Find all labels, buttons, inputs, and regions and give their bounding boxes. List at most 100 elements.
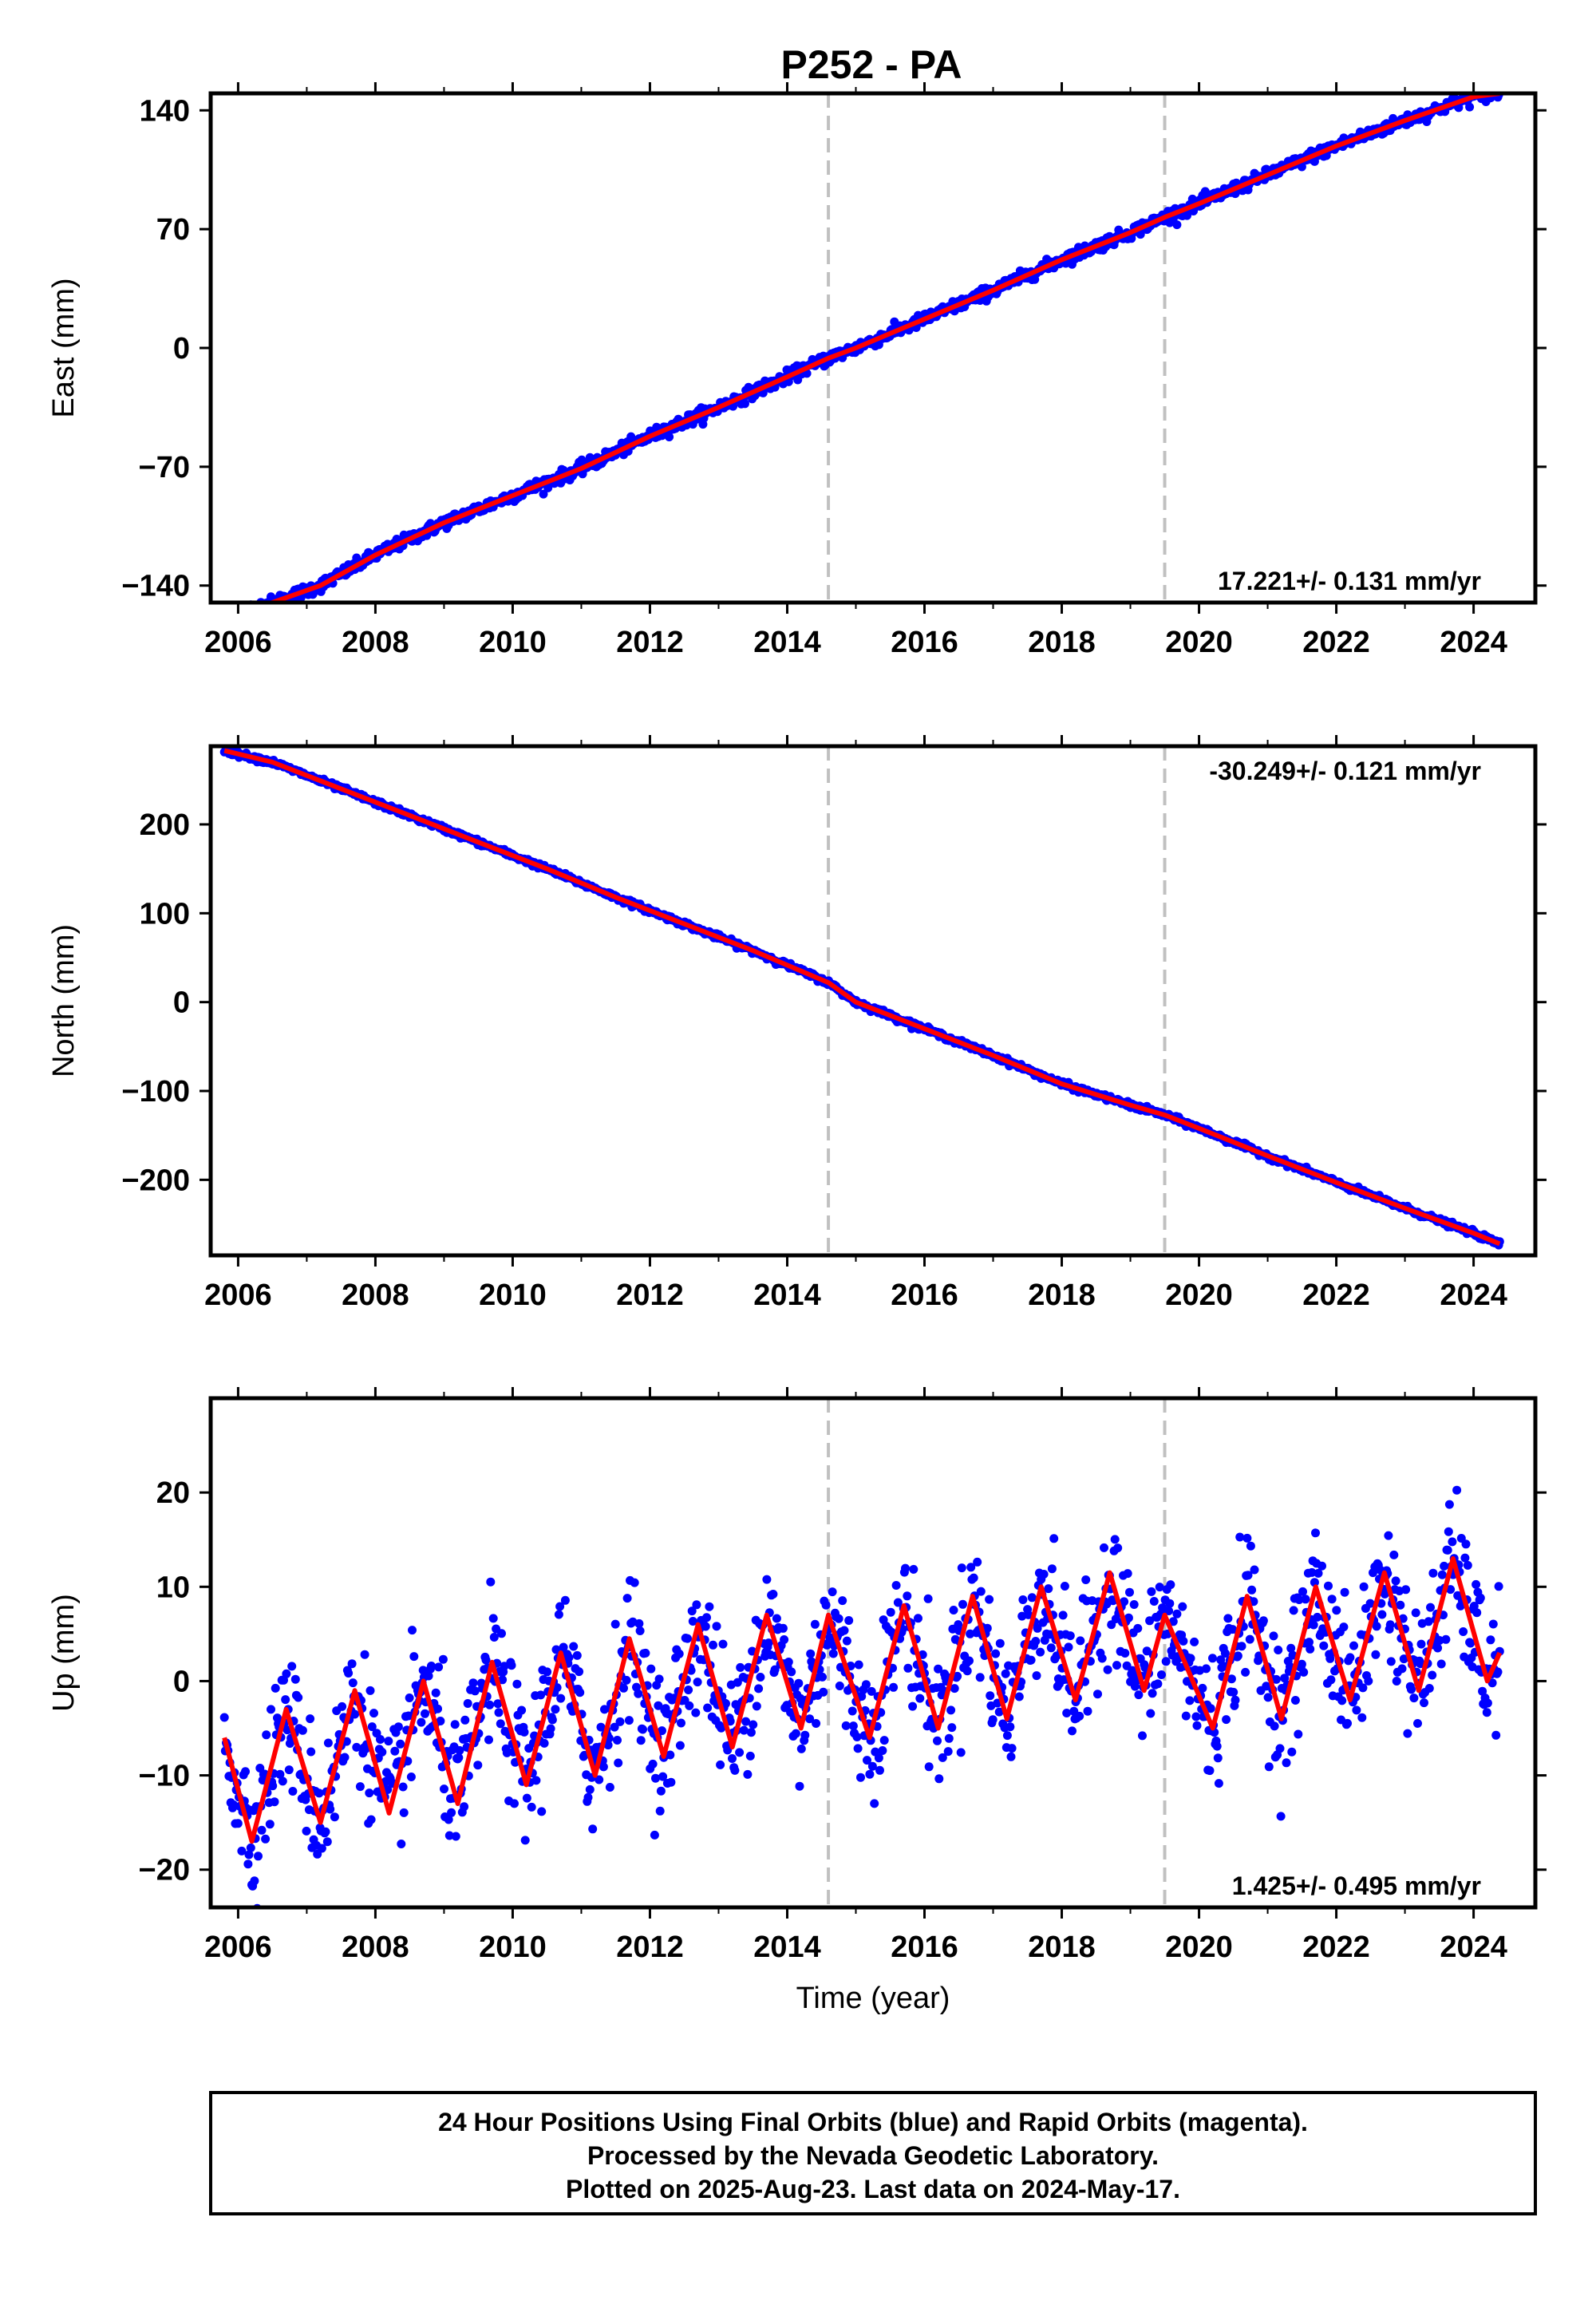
data-point [1220,1649,1230,1658]
data-point [1229,1687,1238,1697]
data-point [1039,1570,1049,1579]
data-point [564,1653,574,1662]
data-point [847,1706,857,1716]
data-point [863,1756,871,1765]
model-curve [223,748,1501,1247]
footer-line-3: Plotted on 2025-Aug-23. Last data on 202… [566,2175,1180,2203]
data-point [1241,1667,1250,1677]
data-point [536,1690,546,1700]
data-point [271,1683,280,1693]
data-point [317,1844,326,1853]
x-tick-label: 2016 [891,1931,958,1964]
data-point [1097,1654,1107,1663]
data-point [685,1701,694,1710]
data-point [1436,1659,1446,1669]
data-point [239,604,247,613]
east-panel: 2006 2008 2010 2012 2014 2016 2018 2020 2022 2024… [47,82,1547,659]
y-tick-label: 20 [156,1476,190,1510]
data-point [665,433,674,441]
data-point [770,1665,780,1674]
data-point [1311,1528,1320,1538]
data-point [891,1581,901,1590]
x-tick-label: 2006 [204,626,272,659]
data-point [261,1834,271,1844]
data-point [1310,1578,1319,1587]
data-point [551,1645,561,1654]
data-point [1287,1747,1297,1757]
north-panel: 2006 2008 2010 2012 2014 2016 2018 2020 2022 2024… [47,735,1547,1312]
data-point [559,1642,568,1652]
footer-line-1: 24 Hour Positions Using Final Orbits (bl… [438,2108,1308,2136]
data-point [735,1748,745,1757]
data-point [1263,1693,1273,1702]
data-point [235,611,244,620]
data-point [377,1747,387,1757]
data-point [879,1736,889,1745]
data-point [988,1715,998,1725]
data-point [498,1675,508,1685]
data-point [254,611,263,619]
data-point [957,1563,966,1573]
x-tick-label: 2020 [1165,1931,1233,1964]
data-point [1032,1671,1041,1681]
data-point [348,1678,358,1688]
data-point [1024,1610,1033,1619]
data-point [1282,1758,1291,1768]
data-point [294,1693,303,1702]
rate-label: 17.221+/- 0.131 mm/yr [1218,567,1481,595]
data-point [552,1683,562,1693]
data-point [1103,1665,1112,1674]
data-point [1401,1585,1411,1595]
data-point [323,1738,333,1748]
data-point [264,604,273,613]
data-point [1397,1664,1407,1674]
data-point [1371,1650,1381,1659]
data-point [666,1777,676,1787]
data-point [1166,1580,1175,1590]
y-axis-title: Up (mm) [47,1594,81,1712]
data-point [588,1824,598,1834]
y-tick-label: −140 [121,570,190,603]
data-point [494,1708,504,1717]
data-point [852,1733,862,1741]
x-tick-label: 2006 [204,1279,272,1312]
data-point [575,1688,585,1697]
data-point [901,1563,910,1573]
data-point [397,1840,406,1848]
figure-title: P252 - PA [781,42,962,87]
data-point [1365,1599,1375,1608]
data-point [828,1587,837,1597]
data-point [302,1826,311,1836]
data-point [1428,1568,1438,1578]
data-point [249,604,258,613]
data-point [875,1765,884,1775]
data-point [347,1659,357,1669]
data-point [1280,1674,1290,1683]
data-point [1134,1690,1144,1700]
data-point [733,1678,742,1687]
data-point [867,1761,877,1771]
data-point [306,1747,316,1757]
x-tick-label: 2012 [616,626,684,659]
data-point [409,1652,419,1662]
data-point [791,1729,800,1738]
data-point [1262,1682,1271,1691]
data-point [450,1720,460,1729]
data-point [251,605,260,614]
data-point [554,1610,563,1619]
data-point [1275,1744,1285,1753]
data-point [598,1762,608,1772]
data-point [630,1578,639,1587]
data-point [1208,1654,1217,1663]
data-point [228,609,237,618]
data-point [787,1667,796,1677]
data-point [436,1717,445,1725]
data-point [752,1701,761,1711]
data-point [520,1836,530,1845]
data-point [517,1705,527,1715]
data-point [1478,1686,1487,1696]
x-tick-label: 2020 [1165,1279,1233,1312]
x-tick-label: 2016 [891,1279,958,1312]
data-point [399,1808,409,1817]
